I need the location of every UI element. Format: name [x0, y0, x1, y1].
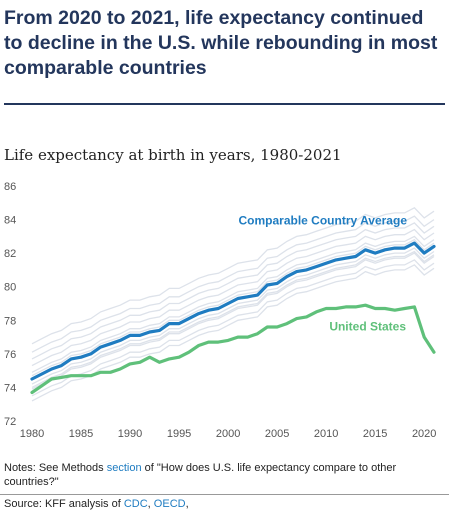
comparable-country-line [31, 252, 435, 390]
x-axis-ticks: 1980 1985 1990 1995 2000 2005 2010 2015 2020 [20, 428, 437, 440]
life-expectancy-chart: 72 74 76 78 80 82 84 86 1980 1985 1990 1995 2000 200… [4, 181, 437, 440]
notes-suffix: of "How does U.S. life expectancy compar… [4, 462, 397, 488]
source: Source: KFF analysis of CDC, OECD, [4, 497, 189, 511]
notes-prefix: Notes: See Methods [4, 462, 107, 474]
comparable-country-line [31, 264, 435, 402]
comparable-country-average-label: Comparable Country Average [239, 214, 408, 228]
source-suffix: , [185, 498, 189, 510]
x-tick-label: 2000 [216, 428, 240, 440]
y-tick-label: 86 [4, 181, 16, 193]
series-labels: Comparable Country Average United States [239, 214, 408, 334]
comparable-country-average-line [30, 241, 436, 381]
notes-section-link[interactable]: section [106, 462, 142, 474]
x-tick-label: 2010 [314, 428, 338, 440]
comparable-country-line [31, 215, 435, 353]
y-tick-label: 72 [4, 416, 16, 428]
y-tick-label: 76 [4, 349, 16, 361]
x-tick-label: 1990 [118, 428, 142, 440]
comparable-country-line [31, 247, 435, 385]
source-prefix: Source: KFF analysis of [4, 498, 124, 510]
x-tick-label: 2005 [265, 428, 289, 440]
headline-divider [4, 103, 445, 105]
y-tick-label: 84 [4, 215, 16, 227]
y-axis-ticks: 72 74 76 78 80 82 84 86 [4, 181, 16, 428]
comparable-country-lines [31, 206, 435, 402]
source-divider [0, 494, 449, 495]
united-states-line [30, 303, 436, 395]
headline: From 2020 to 2021, life expectancy conti… [4, 7, 438, 79]
united-states-label: United States [329, 319, 406, 333]
y-tick-label: 80 [4, 282, 16, 294]
x-tick-label: 1980 [20, 428, 44, 440]
x-tick-label: 1995 [167, 428, 191, 440]
source-cdc-link[interactable]: CDC [123, 498, 148, 510]
source-separator: , [147, 498, 154, 510]
comparable-country-line [31, 238, 435, 377]
source-oecd-link[interactable]: OECD [153, 498, 186, 510]
x-tick-label: 1985 [69, 428, 93, 440]
x-tick-label: 2015 [363, 428, 387, 440]
highlighted-series [30, 241, 436, 395]
chart-title: Life expectancy at birth in years, 1980-… [4, 146, 342, 164]
comparable-country-line [31, 250, 435, 388]
y-tick-label: 82 [4, 248, 16, 260]
x-tick-label: 2020 [412, 428, 436, 440]
y-tick-label: 74 [4, 382, 16, 394]
comparable-country-line [31, 259, 435, 397]
y-tick-label: 78 [4, 315, 16, 327]
comparable-country-line [31, 206, 435, 345]
comparable-country-line [31, 222, 435, 360]
notes: Notes: See Methods section of "How does … [4, 461, 444, 489]
comparable-country-line [31, 228, 435, 367]
comparable-country-line [31, 235, 435, 373]
